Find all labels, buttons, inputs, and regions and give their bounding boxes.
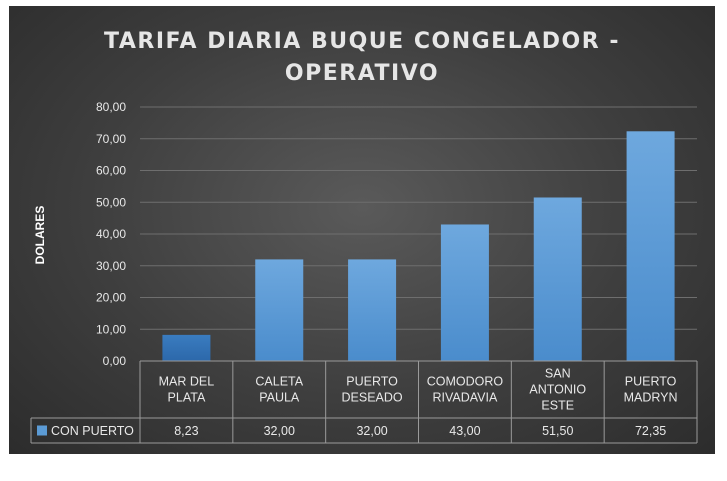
chart-title-line-2: OPERATIVO: [285, 61, 439, 86]
y-tick-label: 50,00: [96, 195, 126, 209]
y-tick-label: 10,00: [96, 322, 126, 336]
data-label: 51,50: [542, 424, 573, 438]
category-label: DESEADO: [342, 391, 403, 405]
category-label: MAR DEL: [159, 375, 215, 389]
category-label: RIVADAVIA: [432, 391, 497, 405]
category-label: PLATA: [168, 391, 206, 405]
data-label: 72,35: [635, 424, 666, 438]
data-label: 8,23: [174, 424, 198, 438]
gridlines: [140, 106, 697, 330]
bar: [626, 131, 675, 361]
chart-area: TARIFA DIARIA BUQUE CONGELADOR - OPERATI…: [9, 6, 715, 454]
y-tick-label: 70,00: [96, 132, 126, 146]
y-tick-label: 30,00: [96, 259, 126, 273]
category-label: PAULA: [259, 391, 300, 405]
category-label: COMODORO: [427, 375, 504, 389]
y-tick-label: 40,00: [96, 227, 126, 241]
y-tick-label: 60,00: [96, 164, 126, 178]
category-label: CALETA: [255, 375, 303, 389]
bar: [255, 259, 304, 361]
data-table: MAR DEL PLATA CALETA PAULA PUERTO DESEADO COMO…: [30, 360, 698, 444]
chart-title-line-1: TARIFA DIARIA BUQUE CONGELADOR -: [104, 29, 620, 54]
category-label: SAN: [545, 367, 571, 381]
bars: [162, 131, 675, 361]
category-label: PUERTO: [346, 375, 398, 389]
bar-chart: TARIFA DIARIA BUQUE CONGELADOR - OPERATI…: [30, 29, 698, 444]
data-label: 43,00: [449, 424, 480, 438]
data-label: 32,00: [264, 424, 295, 438]
legend-series-name: CON PUERTO: [51, 424, 134, 438]
bar: [348, 259, 397, 361]
data-label: 32,00: [356, 424, 387, 438]
legend-swatch: [37, 425, 47, 436]
category-label: MADRYN: [624, 391, 678, 405]
category-label: ESTE: [541, 399, 574, 413]
bar: [162, 334, 211, 361]
y-tick-label: 80,00: [96, 100, 126, 114]
category-label: ANTONIO: [529, 383, 586, 397]
bar: [440, 224, 489, 361]
y-tick-label: 20,00: [96, 291, 126, 305]
y-axis-ticks: 0,00 10,00 20,00 30,00 40,00 50,00 60,00 70,00 8…: [96, 100, 126, 368]
bar: [533, 197, 582, 361]
category-label: PUERTO: [625, 375, 677, 389]
y-tick-label: 0,00: [103, 354, 127, 368]
y-axis-title: DOLARES: [33, 206, 47, 265]
